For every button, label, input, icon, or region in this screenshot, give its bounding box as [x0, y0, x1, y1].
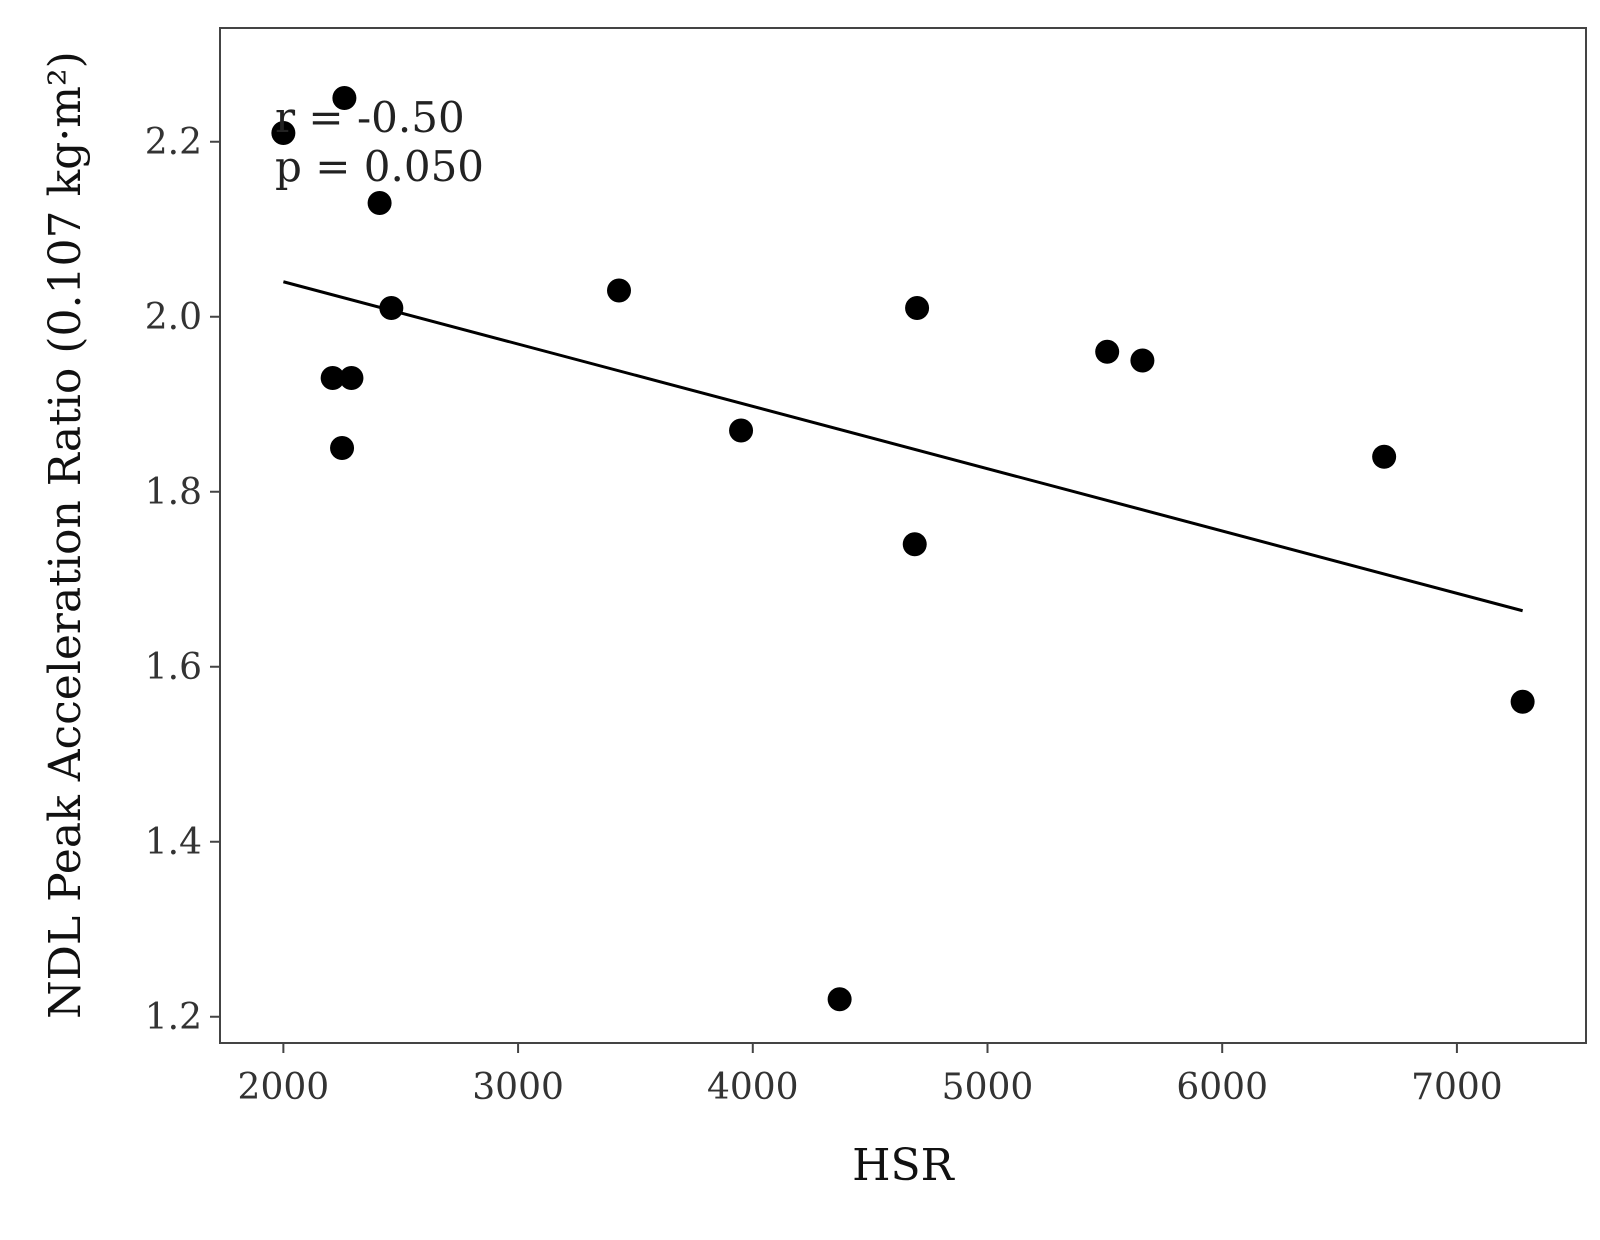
- x-tick-label: 2000: [238, 1067, 330, 1108]
- y-tick-label: 2.2: [145, 122, 202, 163]
- y-tick-label: 1.6: [145, 647, 202, 688]
- x-tick-label: 5000: [942, 1067, 1034, 1108]
- x-tick-label: 3000: [472, 1067, 564, 1108]
- data-point: [1130, 348, 1155, 373]
- data-point: [320, 366, 345, 390]
- y-axis-ticks: 1.2 1.4 1.6 1.8 2.0 2.2: [145, 122, 220, 1038]
- annotation-r: r = -0.50: [275, 93, 465, 142]
- data-points: [271, 86, 1535, 1012]
- x-tick-label: 6000: [1176, 1067, 1268, 1108]
- data-point: [367, 191, 392, 215]
- y-axis-title: NDL Peak Acceleration Ratio (0.107 kg·m²…: [40, 51, 91, 1019]
- x-axis-ticks: 2000 3000 4000 5000 6000 7000: [238, 1043, 1503, 1108]
- x-tick-label: 4000: [707, 1067, 799, 1108]
- data-point: [332, 86, 357, 110]
- y-tick-label: 1.4: [145, 822, 202, 863]
- data-point: [607, 278, 632, 303]
- data-point: [1095, 339, 1120, 364]
- data-point: [902, 532, 927, 557]
- data-point: [339, 366, 364, 390]
- data-point: [1510, 689, 1535, 714]
- data-point: [729, 418, 754, 443]
- x-tick-label: 7000: [1411, 1067, 1503, 1108]
- x-axis-title: HSR: [852, 1140, 956, 1191]
- y-tick-label: 1.2: [145, 997, 202, 1038]
- regression-line: [282, 280, 1524, 613]
- data-point: [1372, 444, 1397, 469]
- data-point: [271, 121, 296, 145]
- regression-line-group: [282, 280, 1524, 613]
- data-point: [379, 296, 404, 320]
- data-point: [905, 296, 930, 320]
- data-point: [330, 436, 355, 460]
- y-tick-label: 2.0: [145, 297, 202, 338]
- data-point: [827, 987, 852, 1012]
- plot-area: [219, 27, 1587, 1044]
- y-tick-label: 1.8: [145, 472, 202, 513]
- annotation-p: p = 0.050: [275, 142, 484, 191]
